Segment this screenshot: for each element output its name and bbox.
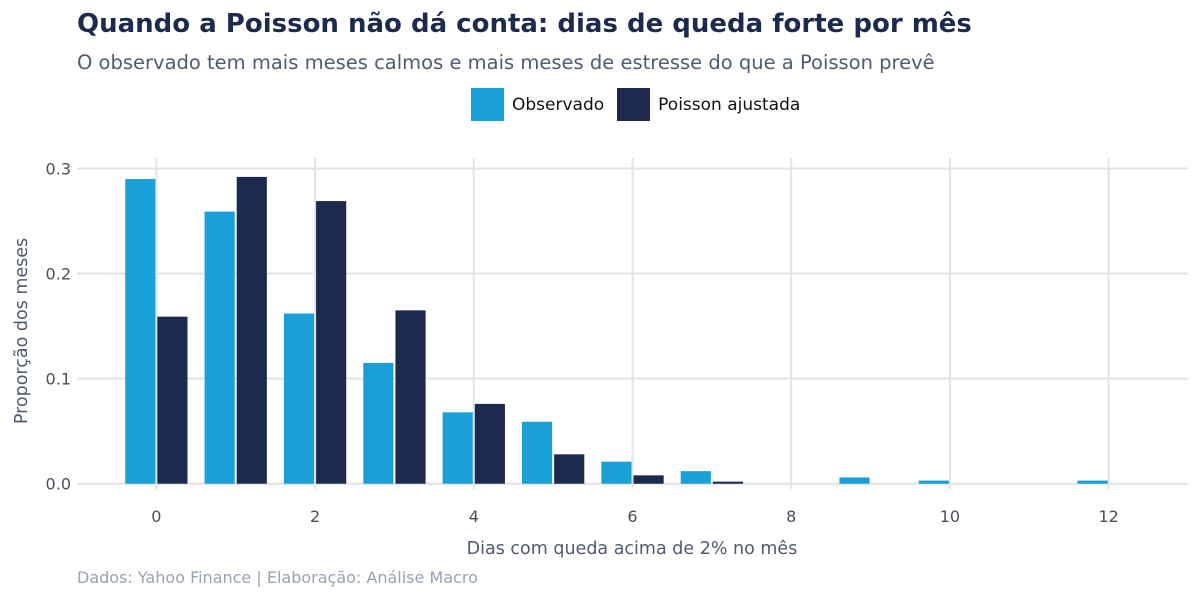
bar-poisson-0 bbox=[157, 316, 188, 484]
y-tick-label: 0.1 bbox=[46, 370, 71, 389]
bar-poisson-6 bbox=[633, 475, 664, 484]
bar-poisson-3 bbox=[395, 310, 426, 484]
y-tick-label: 0.3 bbox=[46, 160, 71, 179]
legend-label-poisson: Poisson ajustada bbox=[658, 94, 801, 115]
x-tick-label: 2 bbox=[310, 507, 320, 526]
bar-poisson-2 bbox=[316, 201, 347, 484]
chart-subtitle: O observado tem mais meses calmos e mais… bbox=[77, 51, 935, 74]
bar-poisson-4 bbox=[474, 403, 505, 484]
legend-item-observado: Observado bbox=[471, 88, 604, 121]
x-tick-label: 4 bbox=[469, 507, 479, 526]
bar-observado-10 bbox=[918, 480, 949, 484]
y-axis-title: Proporção dos meses bbox=[12, 238, 32, 424]
bar-observado-4 bbox=[442, 412, 473, 484]
x-tick-label: 0 bbox=[151, 507, 161, 526]
legend-swatch-poisson bbox=[617, 88, 651, 121]
y-tick-label: 0.2 bbox=[46, 265, 71, 284]
chart-title: Quando a Poisson não dá conta: dias de q… bbox=[77, 9, 972, 39]
bar-observado-5 bbox=[521, 421, 553, 484]
x-tick-label: 12 bbox=[1098, 507, 1118, 526]
bars bbox=[125, 176, 1108, 484]
legend-label-observado: Observado bbox=[512, 94, 605, 115]
y-tick-label: 0.0 bbox=[46, 475, 71, 494]
legend: Observado Poisson ajustada bbox=[471, 88, 813, 121]
bar-observado-9 bbox=[839, 477, 870, 484]
bar-observado-6 bbox=[601, 461, 632, 484]
y-axis-ticks: 0.0 0.1 0.2 0.3 bbox=[46, 160, 71, 494]
x-tick-label: 10 bbox=[940, 507, 960, 526]
x-axis-ticks: 0 2 4 6 8 10 12 bbox=[151, 507, 1119, 526]
bar-poisson-1 bbox=[236, 176, 267, 484]
bar-observado-3 bbox=[363, 362, 394, 484]
bar-poisson-5 bbox=[554, 454, 585, 484]
bar-poisson-7 bbox=[712, 481, 744, 484]
bar-observado-12 bbox=[1077, 480, 1108, 484]
source-note: Dados: Yahoo Finance | Elaboração: Análi… bbox=[77, 568, 478, 587]
bar-observado-2 bbox=[283, 313, 315, 484]
x-tick-label: 8 bbox=[786, 507, 796, 526]
bar-observado-0 bbox=[125, 179, 156, 484]
bar-observado-7 bbox=[680, 471, 711, 484]
x-axis-title: Dias com queda acima de 2% no mês bbox=[467, 539, 798, 559]
legend-swatch-observado bbox=[471, 88, 504, 121]
bar-observado-1 bbox=[204, 211, 235, 484]
x-tick-label: 6 bbox=[627, 507, 637, 526]
legend-item-poisson: Poisson ajustada bbox=[617, 88, 800, 121]
